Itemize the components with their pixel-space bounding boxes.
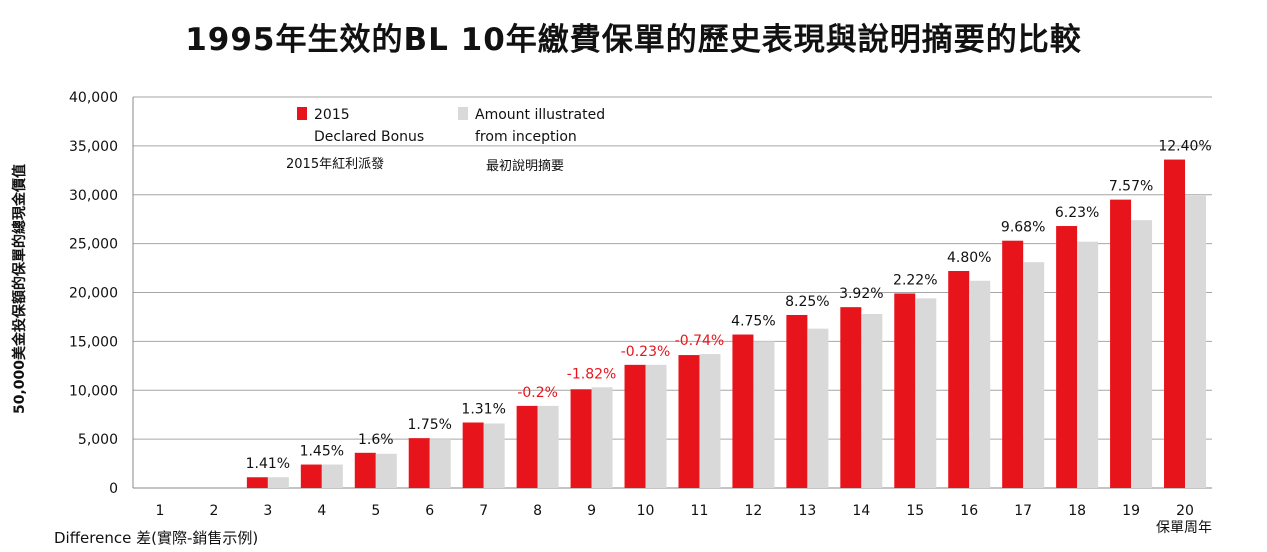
difference-value-label: 1.31% [461, 402, 505, 418]
difference-value-label: 6.23% [1055, 205, 1099, 221]
legend-label-line1: 2015 [314, 107, 350, 123]
bar-illustrated [915, 298, 937, 488]
legend-label-line2: from inception [475, 129, 577, 145]
x-tick-label: 12 [745, 503, 763, 519]
difference-value-label: 9.68% [1001, 220, 1045, 236]
y-tick-label: 15,000 [69, 334, 118, 350]
bar-declared-bonus [462, 422, 484, 488]
y-tick-label: 0 [109, 481, 118, 497]
x-tick-label: 18 [1068, 503, 1086, 519]
difference-value-label: 4.80% [947, 250, 991, 266]
difference-value-label: -1.82% [567, 366, 617, 382]
bar-declared-bonus [516, 405, 538, 488]
bar-declared-bonus [840, 307, 862, 488]
y-tick-label: 20,000 [69, 286, 118, 302]
bar-declared-bonus [1056, 226, 1078, 488]
legend-label-line1: Amount illustrated [475, 107, 605, 123]
bar-declared-bonus [1164, 159, 1186, 488]
x-tick-label: 17 [1014, 503, 1032, 519]
x-tick-label: 19 [1122, 503, 1140, 519]
chart-title: 1995年生效的BL 10年繳費保單的歷史表現與說明摘要的比較 [185, 22, 1082, 58]
bar-illustrated [321, 464, 343, 488]
x-tick-label: 2 [209, 503, 218, 519]
bar-declared-bonus [894, 293, 916, 488]
legend-swatch-illustrated [458, 107, 468, 120]
difference-value-label: 12.40% [1158, 139, 1211, 155]
difference-value-label: 1.75% [407, 417, 451, 433]
difference-value-label: 1.41% [246, 456, 290, 472]
y-tick-label: 40,000 [69, 90, 118, 106]
bar-illustrated [429, 439, 451, 488]
bar-declared-bonus [678, 355, 700, 488]
y-tick-label: 5,000 [78, 432, 118, 448]
bar-illustrated [807, 328, 829, 488]
bar-declared-bonus [300, 464, 322, 488]
difference-value-label: 8.25% [785, 294, 829, 310]
bar-illustrated [969, 280, 991, 488]
bar-illustrated [861, 314, 883, 488]
x-tick-label: 15 [906, 503, 924, 519]
x-tick-label: 13 [798, 503, 816, 519]
x-tick-label: 11 [691, 503, 709, 519]
y-tick-label: 30,000 [69, 188, 118, 204]
x-tick-label: 3 [263, 503, 272, 519]
bar-illustrated [1077, 241, 1099, 488]
x-tick-label: 9 [587, 503, 596, 519]
legend-swatch-declared-bonus [297, 107, 307, 120]
bar-declared-bonus [624, 364, 646, 488]
x-axis-label: 保單周年 [1156, 520, 1212, 536]
bar-declared-bonus [408, 438, 430, 488]
difference-value-label: 7.57% [1109, 179, 1153, 195]
bar-declared-bonus [570, 389, 592, 488]
bar-declared-bonus [1110, 199, 1132, 488]
bar-illustrated [1023, 262, 1045, 488]
legend-label-line2: Declared Bonus [314, 129, 424, 145]
y-tick-label: 35,000 [69, 139, 118, 155]
x-tick-label: 14 [852, 503, 870, 519]
bar-illustrated [591, 387, 613, 488]
difference-value-label: 4.75% [731, 314, 775, 330]
bar-illustrated [699, 354, 721, 488]
legend-label-zh: 最初說明摘要 [486, 158, 564, 174]
bar-illustrated [1185, 195, 1207, 489]
y-tick-label: 25,000 [69, 237, 118, 253]
x-tick-label: 6 [425, 503, 434, 519]
x-tick-label: 4 [317, 503, 326, 519]
x-tick-label: 20 [1176, 503, 1194, 519]
x-tick-label: 8 [533, 503, 542, 519]
x-tick-label: 7 [479, 503, 488, 519]
difference-value-label: 1.45% [300, 444, 344, 460]
difference-value-label: 1.6% [358, 432, 394, 448]
bar-illustrated [483, 423, 505, 488]
bar-declared-bonus [732, 334, 754, 488]
bar-declared-bonus [354, 452, 376, 488]
x-tick-label: 5 [371, 503, 380, 519]
bar-illustrated [1131, 220, 1153, 489]
bar-declared-bonus [786, 314, 808, 488]
x-tick-label: 10 [637, 503, 655, 519]
bar-illustrated [375, 453, 397, 488]
x-tick-label: 16 [960, 503, 978, 519]
bar-illustrated [537, 405, 559, 488]
bar-illustrated [267, 477, 289, 488]
x-tick-label: 1 [156, 503, 165, 519]
difference-value-label: 2.22% [893, 272, 937, 288]
difference-label: Difference 差(實際-銷售示例) [54, 529, 259, 547]
bar-declared-bonus [246, 477, 268, 488]
y-tick-label: 10,000 [69, 383, 118, 399]
difference-value-label: -0.2% [517, 385, 558, 401]
bar-illustrated [753, 341, 775, 488]
legend-label-zh: 2015年紅利派發 [286, 157, 384, 172]
difference-value-label: -0.23% [621, 344, 671, 360]
bar-illustrated [645, 364, 667, 488]
bar-declared-bonus [1002, 240, 1024, 488]
bar-declared-bonus [948, 270, 970, 488]
difference-value-label: 3.92% [839, 286, 883, 302]
difference-value-label: -0.74% [675, 333, 725, 349]
